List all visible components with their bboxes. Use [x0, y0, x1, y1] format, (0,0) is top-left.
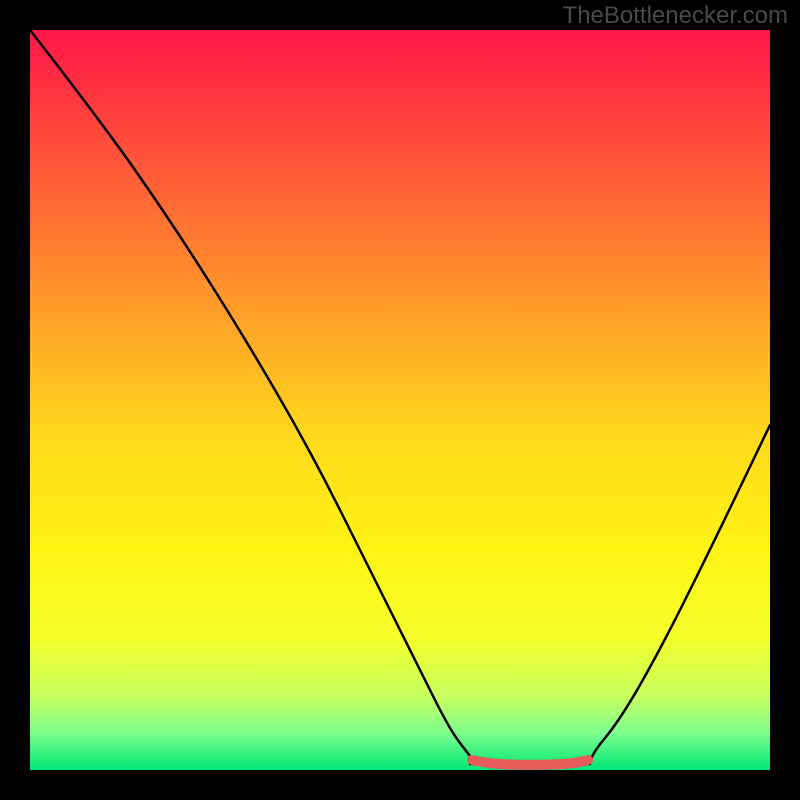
- watermark-text: TheBottlenecker.com: [563, 2, 788, 30]
- optimal-marker: [472, 760, 588, 765]
- plot-area: [30, 30, 770, 770]
- bottleneck-curve: [30, 30, 770, 764]
- chart-frame: TheBottlenecker.com: [0, 0, 800, 800]
- chart-svg: [30, 30, 770, 770]
